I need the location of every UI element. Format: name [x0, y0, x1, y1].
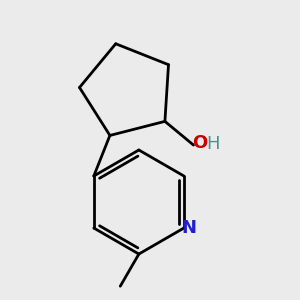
Text: H: H — [206, 135, 220, 153]
Text: O: O — [192, 134, 208, 152]
Text: N: N — [182, 219, 196, 237]
